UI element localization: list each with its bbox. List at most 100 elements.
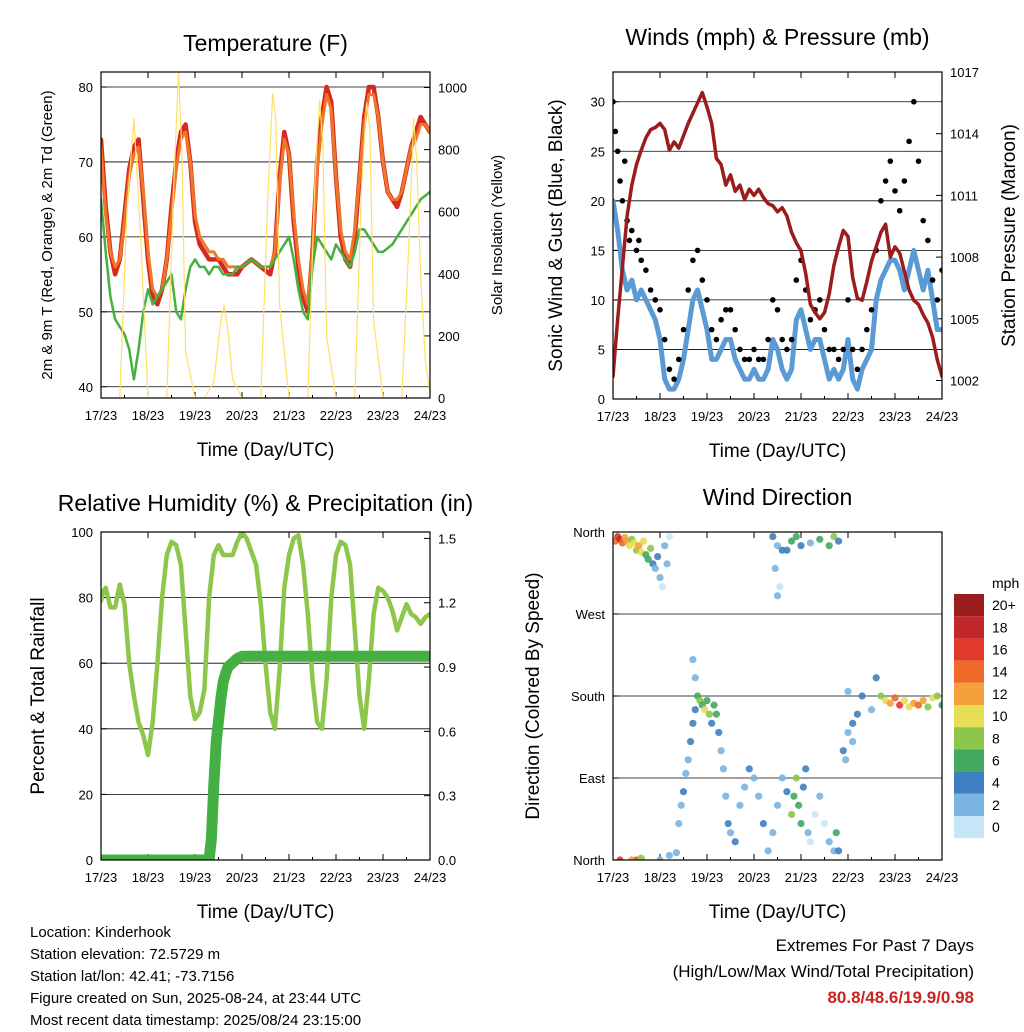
rh-y2tick-label: 1.5	[438, 531, 456, 546]
rh-series-precip	[101, 650, 430, 860]
winds-point-gust	[690, 257, 696, 264]
wind-direction-ytick-label: South	[571, 689, 605, 704]
winds-point-gust	[929, 277, 936, 283]
temperature-xtick-label: 17/23	[85, 408, 118, 423]
direction-point	[616, 856, 624, 860]
winds-point-gust	[779, 336, 785, 343]
direction-point	[867, 706, 876, 714]
winds-xtick-label: 17/23	[597, 409, 630, 424]
rh-xtick-label: 21/23	[273, 870, 306, 885]
direction-point	[745, 765, 753, 773]
winds-xtick-label: 24/23	[926, 409, 959, 424]
direction-point	[715, 728, 723, 737]
direction-point	[717, 747, 725, 755]
direction-point	[637, 854, 645, 860]
recent-timestamp: Most recent data timestamp: 2025/08/24 2…	[30, 1012, 362, 1029]
winds-point-gust	[718, 316, 724, 323]
direction-point	[684, 756, 692, 764]
direction-point	[788, 537, 796, 545]
winds-point-gust	[901, 178, 908, 184]
station-location: Location: Kinderhook	[30, 924, 171, 941]
legend-label: 6	[992, 753, 1000, 769]
direction-point	[820, 819, 829, 828]
legend-swatch	[954, 638, 984, 661]
rh-xlabel: Time (Day/UTC)	[197, 902, 335, 923]
winds-ytick-label: 30	[591, 95, 605, 110]
direction-point	[658, 583, 666, 591]
winds-point-gust	[676, 356, 682, 363]
temperature-y2label: Solar Insolation (Yellow)	[489, 155, 506, 315]
winds-point-gust	[727, 307, 734, 313]
winds-point-gust	[732, 326, 738, 333]
winds-point-gust	[784, 346, 790, 353]
temperature-ytick-label: 40	[79, 380, 93, 395]
legend-swatch	[954, 682, 984, 705]
rh-xtick-label: 22/23	[320, 870, 353, 885]
station-info: Location: Kinderhook Station elevation: …	[30, 922, 361, 1032]
winds-ytick-label: 20	[591, 194, 605, 209]
legend-swatch	[954, 771, 984, 794]
direction-point	[686, 737, 695, 746]
winds-y2tick-label: 1002	[950, 373, 979, 388]
winds-point-gust	[807, 316, 814, 323]
direction-point	[682, 769, 690, 778]
temperature-y2tick-label: 600	[438, 205, 460, 220]
figure-created: Figure created on Sun, 2025-08-24, at 23…	[30, 990, 362, 1007]
legend-label: 10	[992, 708, 1008, 724]
winds-point-gust	[774, 307, 781, 313]
direction-point	[771, 564, 779, 573]
direction-point	[651, 564, 659, 573]
direction-point	[705, 710, 713, 718]
direction-point	[839, 747, 847, 755]
winds-point-gust	[765, 336, 771, 343]
winds-xlabel: Time (Day/UTC)	[709, 441, 847, 462]
winds-point-gust	[746, 356, 753, 363]
wind-direction-plot-area	[613, 532, 942, 860]
direction-point	[635, 542, 643, 550]
winds-point-gust	[614, 148, 621, 155]
temperature-series-solar	[101, 72, 430, 398]
wind-direction-xtick-label: 18/23	[644, 870, 677, 885]
direction-point	[797, 819, 805, 828]
direction-point	[776, 583, 784, 591]
winds-xtick-label: 23/23	[879, 409, 912, 424]
direction-point	[811, 810, 819, 819]
winds-y2tick-label: 1011	[950, 188, 978, 203]
direction-point	[719, 765, 728, 773]
direction-point	[933, 692, 941, 700]
legend-title: mph	[992, 575, 1019, 591]
winds-point-gust	[939, 267, 942, 273]
direction-point	[663, 560, 671, 568]
direction-point	[802, 765, 810, 773]
direction-point	[842, 756, 850, 764]
legend-swatch	[954, 705, 984, 728]
winds-point-gust	[854, 366, 861, 373]
station-elevation: Station elevation: 72.5729 m	[30, 946, 221, 963]
winds-point-gust	[826, 346, 832, 353]
rh-ytick-label: 0	[86, 853, 93, 868]
legend-swatch	[954, 616, 984, 639]
winds-xtick-label: 19/23	[691, 409, 724, 424]
rh-y2tick-label: 0.6	[438, 724, 456, 739]
extremes-box: Extremes For Past 7 Days (High/Low/Max W…	[673, 933, 974, 1011]
winds-point-gust	[629, 227, 635, 234]
wind-direction-ytick-label: East	[579, 771, 605, 786]
temperature-ytick-label: 60	[79, 230, 93, 245]
winds-point-gust	[737, 346, 743, 353]
winds-point-gust	[835, 356, 842, 363]
direction-point	[759, 819, 768, 828]
temperature-y2tick-label: 1000	[438, 81, 467, 96]
direction-point	[769, 829, 777, 837]
temperature-y2tick-label: 400	[438, 267, 460, 282]
direction-point	[844, 687, 852, 696]
wind-direction-ytick-label: North	[573, 853, 605, 868]
direction-point	[835, 537, 843, 545]
direction-point	[886, 699, 894, 707]
direction-point	[661, 542, 669, 550]
direction-point	[755, 792, 763, 800]
rh-ytick-label: 60	[79, 656, 93, 671]
direction-point	[778, 546, 786, 554]
wind-direction-ylabel: Direction (Colored By Speed)	[523, 572, 544, 819]
winds-point-gust	[699, 277, 706, 283]
